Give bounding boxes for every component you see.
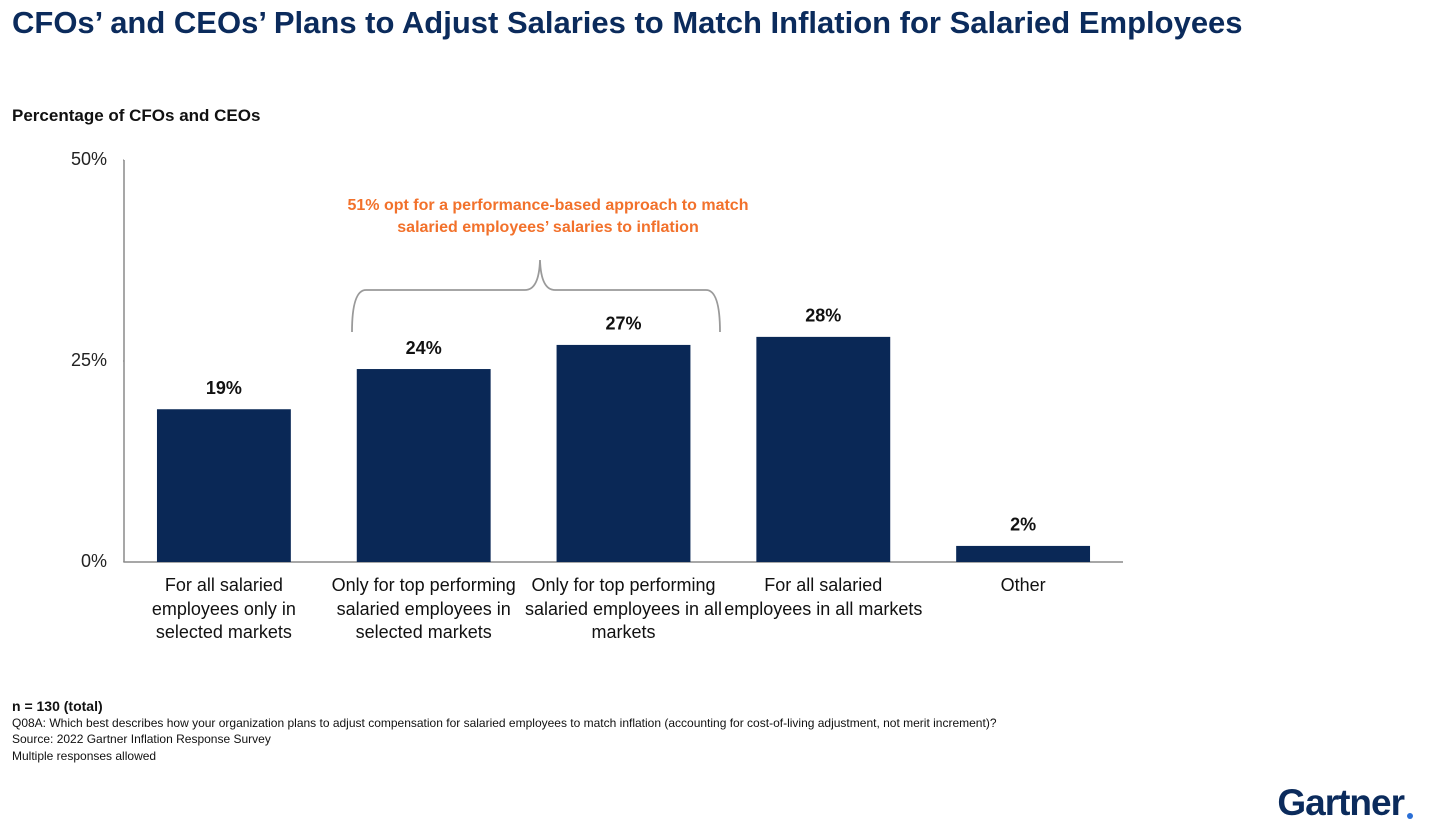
logo: Gartner — [1277, 782, 1405, 823]
bar — [556, 344, 691, 562]
note: Source: 2022 Gartner Inflation Response … — [12, 732, 271, 746]
chart-title: CFOs’ and CEOs’ Plans to Adjust Salaries… — [12, 5, 1243, 40]
brace — [351, 259, 721, 333]
note: Multiple responses allowed — [12, 748, 157, 763]
annotation: 51% opt for a performance-based approach… — [347, 197, 749, 236]
value-label: 19% — [206, 378, 242, 398]
y-tick-label: 50% — [71, 149, 107, 169]
x-tick-label: Only for top performing salaried employe… — [331, 575, 516, 642]
value-label: 27% — [605, 314, 641, 334]
bar — [756, 336, 891, 562]
y-tick-label: 25% — [71, 350, 107, 370]
x-tick-label: For all salaried employees only in selec… — [151, 575, 296, 642]
footnotes: n = 130 (total) Q08A: Which best describ… — [12, 698, 997, 764]
logo-dot — [1407, 813, 1413, 819]
bar — [956, 545, 1091, 562]
note: n = 130 (total) — [12, 698, 103, 714]
value-label: 24% — [406, 338, 442, 358]
note: Q08A: Which best describes how your orga… — [12, 715, 997, 730]
y-tick-label: 0% — [81, 551, 107, 571]
x-tick-label: For all salaried employees in all market… — [724, 575, 923, 619]
x-tick-label: Other — [1000, 575, 1046, 595]
value-label: 2% — [1010, 515, 1036, 535]
bar — [156, 409, 291, 562]
bar — [356, 369, 491, 562]
chart-subtitle: Percentage of CFOs and CEOs — [12, 106, 261, 125]
x-tick-label: Only for top performing salaried employe… — [524, 575, 723, 642]
value-label: 28% — [805, 306, 841, 326]
